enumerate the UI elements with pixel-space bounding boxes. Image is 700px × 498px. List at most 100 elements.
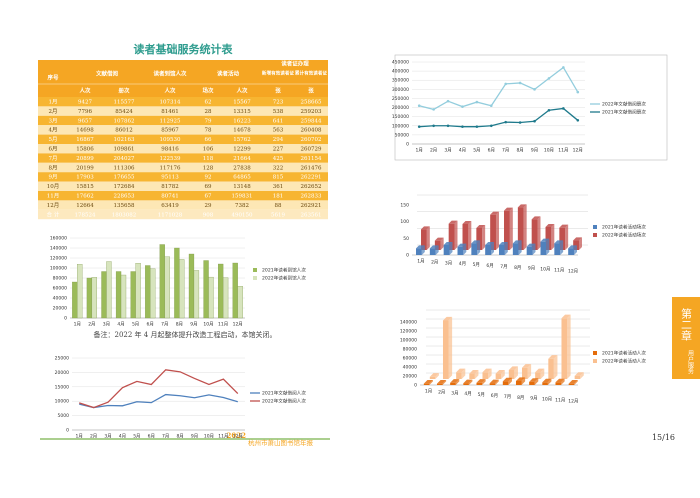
table-head: 序号 <box>46 74 59 82</box>
bar <box>416 248 422 255</box>
bar <box>512 243 519 255</box>
bar <box>101 271 107 319</box>
table-cell: 27838 <box>233 165 251 171</box>
table-row <box>38 134 328 144</box>
table-cell: 67 <box>205 194 212 200</box>
table-cell: 2月 <box>49 108 58 115</box>
bar-side <box>578 237 582 250</box>
table-cell: 10月 <box>47 183 60 190</box>
x-tick-label: 12月 <box>233 322 243 328</box>
y-tick-label: 120000 <box>50 256 67 262</box>
table-cell: 1803082 <box>112 212 137 218</box>
x-tick-label: 9月 <box>190 322 197 328</box>
bar <box>237 286 243 319</box>
x-tick-label: 11月 <box>218 434 228 440</box>
x-tick-label: 3月 <box>451 390 458 396</box>
x-tick-label: 6月 <box>147 322 154 328</box>
table-cell: 17662 <box>76 194 94 200</box>
table-cell: 12月 <box>47 202 60 209</box>
marker <box>576 90 580 94</box>
y-tick-label: 15000 <box>55 384 69 390</box>
x-tick-label: 6月 <box>486 263 493 269</box>
table-cell: 78 <box>205 128 212 134</box>
bar-top <box>542 378 552 383</box>
legend-label: 2022年读者活动场次 <box>602 232 646 239</box>
bar-top <box>489 379 499 384</box>
table-cell: 1月 <box>49 99 58 106</box>
footer-year: 2022 <box>227 431 247 440</box>
bar-top <box>471 240 481 244</box>
bar-top <box>499 242 508 245</box>
bar-top <box>443 242 453 245</box>
bar-side <box>482 379 486 385</box>
bar <box>561 318 568 379</box>
table-row <box>38 97 328 107</box>
bar-top <box>545 224 555 227</box>
y-tick-label: 450000 <box>392 60 409 66</box>
bar-top <box>469 370 479 374</box>
bar <box>542 382 548 385</box>
table-unit: 人次 <box>236 87 248 95</box>
bar <box>436 383 443 385</box>
table-cell: 361 <box>273 184 284 190</box>
table-cell: 641 <box>273 118 284 124</box>
bar-side <box>488 368 492 379</box>
table-cell: 563 <box>273 128 284 134</box>
table-cell: 14698 <box>76 128 94 134</box>
y-tick-label: 10000 <box>55 399 69 405</box>
x-tick-label: 1月 <box>74 322 81 328</box>
table-unit: 人次 <box>164 87 176 95</box>
bar-top <box>421 226 430 230</box>
bar-top <box>495 370 505 374</box>
bar <box>135 263 141 319</box>
x-tick-label: 1月 <box>416 148 423 154</box>
bar-side <box>490 242 494 255</box>
section: 用户服务 <box>687 350 694 375</box>
bar-side <box>547 378 552 385</box>
y-tick-label: 150 <box>400 203 409 209</box>
bar <box>515 380 522 385</box>
marker <box>475 100 479 104</box>
bar-side <box>426 226 430 250</box>
bar-side <box>532 243 536 255</box>
x-tick-label: 10月 <box>203 322 213 328</box>
table-cell: 85967 <box>161 128 179 134</box>
table-row <box>38 106 328 116</box>
bar-side <box>468 221 472 250</box>
table-cell: 95113 <box>161 175 179 181</box>
bar-top <box>512 240 522 244</box>
table-cell: 88 <box>275 203 282 209</box>
chart-frame <box>394 54 668 161</box>
bar-top <box>504 207 513 211</box>
bar-side <box>468 379 473 385</box>
table-cell: 262652 <box>301 184 322 190</box>
table-cell: 908 <box>203 212 214 218</box>
table-cell: 92 <box>205 175 212 181</box>
bar-top <box>485 242 494 245</box>
table-cell: 29 <box>205 203 212 209</box>
note: 备注：2022 年 4 月起整体提升改造工程启动，本馆关闭。 <box>94 330 277 339</box>
table-cell: 16867 <box>76 137 94 143</box>
bar <box>521 367 528 379</box>
bar <box>443 245 450 255</box>
bar <box>555 382 562 385</box>
y-tick-label: 100000 <box>392 123 409 129</box>
table-cell: 102163 <box>114 137 135 143</box>
x-tick-label: 5月 <box>132 322 139 328</box>
y-tick-label: 100000 <box>50 266 67 272</box>
table-cell: 128 <box>203 165 214 171</box>
table-cell: 176655 <box>114 175 135 181</box>
table-row <box>38 144 328 154</box>
legend-label: 2021年读者到馆人次 <box>262 267 306 274</box>
bar <box>462 224 469 250</box>
y-tick-label: 150000 <box>392 114 409 120</box>
bar <box>145 265 151 319</box>
table-cell: 80741 <box>161 194 179 200</box>
bar <box>456 372 462 379</box>
marker <box>475 125 479 128</box>
x-tick-label: 12月 <box>573 148 583 154</box>
bar-top <box>429 245 439 249</box>
y-tick-label: 160000 <box>50 236 67 242</box>
table-cell: 107314 <box>160 100 181 106</box>
bar-top <box>456 368 466 373</box>
